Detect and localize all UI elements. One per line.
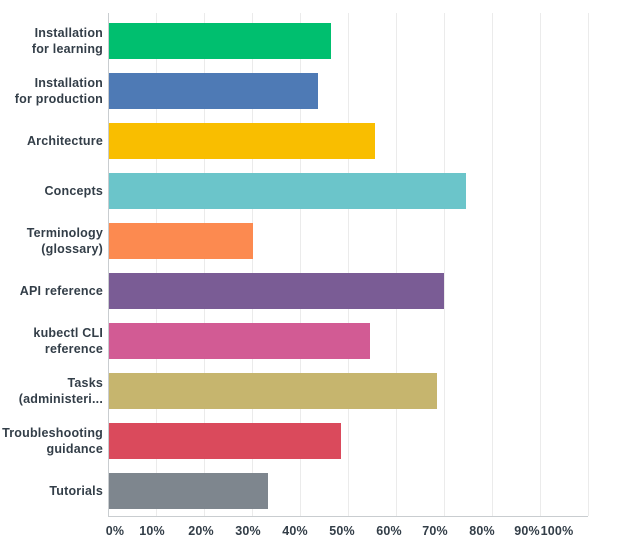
x-tick-label-50pct: 50% [329,524,355,538]
category-label-architecture: Architecture [0,116,103,166]
category-label-line: Tutorials [49,484,103,498]
x-tick-label-60pct: 60% [376,524,402,538]
gridline-50% [348,13,349,516]
x-tick-label-30pct: 30% [235,524,261,538]
bar-tutorials [109,473,268,509]
category-label-line: for production [14,92,103,106]
category-label-line: for learning [31,42,103,56]
category-label-troubleshooting-guidance: Troubleshooting guidance [0,416,103,466]
x-tick-label-20pct: 20% [188,524,214,538]
category-label-kubectl-cli-reference: kubectl CLI reference [0,316,103,366]
bar-architecture [109,123,376,159]
bar-terminology-glossary [109,223,254,259]
gridline-100% [588,13,589,516]
category-label-line: (administeri... [18,392,103,406]
x-tick-label-70pct: 70% [422,524,448,538]
bar-kubectl-cli-reference [109,323,371,359]
x-tick-label-10pct: 10% [139,524,165,538]
category-label-line: Installation [34,76,103,90]
x-tick-label-90pct: 90% [514,524,540,538]
category-label-terminology-glossary: Terminology (glossary) [0,216,103,266]
category-label-line: API reference [19,284,103,298]
category-label-line: Concepts [44,184,103,198]
bar-installation-for-production [109,73,318,109]
category-label-concepts: Concepts [0,166,103,216]
bar-tasks-administeri [109,373,438,409]
x-tick-label-100pct: 100% [540,524,574,538]
bar-troubleshooting-guidance [109,423,341,459]
category-label-line: Terminology [26,226,103,240]
gridline-30% [252,13,253,516]
category-labels: Installation for learning Installation for … [0,16,103,516]
gridline-60% [396,13,397,516]
gridline-10% [156,13,157,516]
category-label-line: reference [44,342,103,356]
x-axis-tick-labels: 0% 10% 20% 30% 40% 50% 60% 70% 80% 90% 100% [0,524,627,542]
gridline-20% [204,13,205,516]
category-label-installation-for-production: Installation for production [0,66,103,116]
y-axis-line [108,13,109,516]
category-label-line: Architecture [26,134,103,148]
category-label-line: Troubleshooting [2,426,103,440]
plot-area [108,13,589,517]
category-label-tasks-administeri: Tasks (administeri... [0,366,103,416]
category-label-line: guidance [46,442,103,456]
category-label-tutorials: Tutorials [0,466,103,516]
bar-installation-for-learning [109,23,332,59]
gridline-90% [540,13,541,516]
category-label-api-reference: API reference [0,266,103,316]
bar-concepts [109,173,467,209]
category-label-line: kubectl CLI [33,326,103,340]
category-label-installation-for-learning: Installation for learning [0,16,103,66]
x-tick-label-0pct: 0% [105,524,125,538]
category-label-line: Installation [34,26,103,40]
category-label-line: (glossary) [41,242,103,256]
x-tick-label-40pct: 40% [282,524,308,538]
gridline-70% [444,13,445,516]
gridline-40% [300,13,301,516]
x-tick-label-80pct: 80% [469,524,495,538]
bar-api-reference [109,273,444,309]
category-label-line: Tasks [67,376,103,390]
gridline-80% [492,13,493,516]
